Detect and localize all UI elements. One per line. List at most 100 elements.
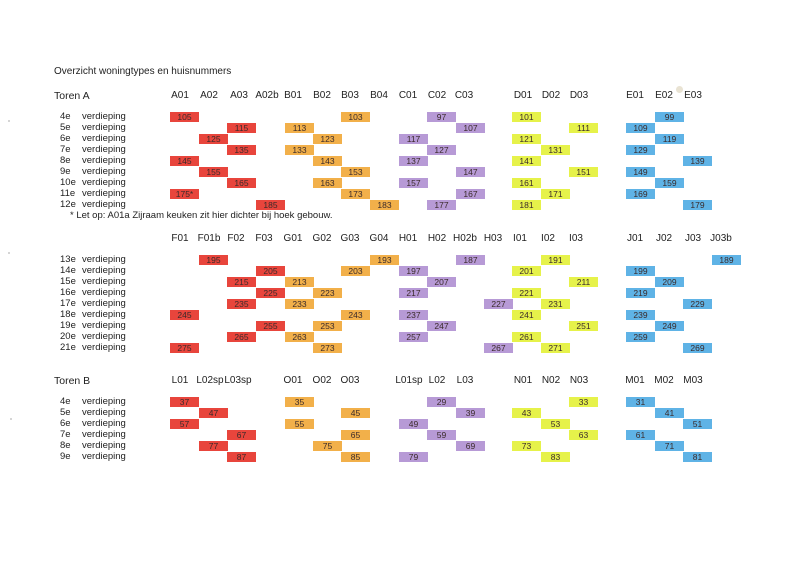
unit-number-cell: 33 [569,397,598,407]
unit-number-cell: 221 [512,288,541,298]
unit-number-cell: 103 [341,112,370,122]
floor-number: 14e [60,265,76,276]
unit-number-cell: 193 [370,255,399,265]
floor-label: 9e verdieping [60,451,126,462]
column-header-m02: M02 [654,375,674,386]
column-header-d03: D03 [569,90,589,101]
unit-number-cell: 165 [227,178,256,188]
unit-number-cell: 181 [512,200,541,210]
unit-number-cell: 227 [484,299,513,309]
unit-number-cell: 137 [399,156,428,166]
unit-number-cell: 69 [456,441,485,451]
column-header-l02sp: L02sp [196,375,224,386]
paper-mark [676,86,683,93]
unit-number-cell: 83 [541,452,570,462]
unit-number-cell: 81 [683,452,712,462]
floor-label: 13e verdieping [60,254,126,265]
unit-number-cell: 141 [512,156,541,166]
column-header-o03: O03 [340,375,360,386]
floor-label: 8e verdieping [60,155,126,166]
column-header-m01: M01 [625,375,645,386]
unit-number-cell: 49 [399,419,428,429]
unit-number-cell: 265 [227,332,256,342]
unit-number-cell: 97 [427,112,456,122]
unit-number-cell: 59 [427,430,456,440]
column-header-l01sp: L01sp [395,375,423,386]
unit-number-cell: 255 [256,321,285,331]
floor-label: 18e verdieping [60,309,126,320]
floor-word: verdieping [82,418,126,429]
unit-number-cell: 251 [569,321,598,331]
unit-number-cell: 267 [484,343,513,353]
floor-word: verdieping [82,133,126,144]
unit-number-cell: 211 [569,277,598,287]
unit-number-cell: 67 [227,430,256,440]
unit-number-cell: 167 [456,189,485,199]
column-header-f01: F01 [171,233,189,244]
unit-number-cell: 249 [655,321,684,331]
unit-number-cell: 107 [456,123,485,133]
unit-number-cell: 51 [683,419,712,429]
floor-number: 19e [60,320,76,331]
column-header-i03: I03 [569,233,583,244]
unit-number-cell: 157 [399,178,428,188]
unit-number-cell: 173 [341,189,370,199]
paper-speck [10,418,12,420]
floor-number: 9e [60,166,71,177]
column-header-e01: E01 [626,90,644,101]
unit-number-cell: 149 [626,167,655,177]
column-header-e02: E02 [655,90,673,101]
floor-word: verdieping [82,265,126,276]
floor-label: 5e verdieping [60,122,126,133]
column-header-f02: F02 [227,233,245,244]
floor-number: 8e [60,440,71,451]
unit-number-cell: 269 [683,343,712,353]
column-header-c02: C02 [427,90,447,101]
unit-number-cell: 177 [427,200,456,210]
unit-number-cell: 43 [512,408,541,418]
floor-number: 15e [60,276,76,287]
column-header-a03: A03 [230,90,248,101]
unit-number-cell: 45 [341,408,370,418]
column-header-h02b: H02b [453,233,477,244]
unit-number-cell: 127 [427,145,456,155]
unit-number-cell: 113 [285,123,314,133]
floor-label: 12e verdieping [60,199,126,210]
unit-number-cell: 53 [541,419,570,429]
column-header-l02: L02 [428,375,446,386]
floor-number: 4e [60,396,71,407]
unit-number-cell: 253 [313,321,342,331]
unit-number-cell: 215 [227,277,256,287]
floor-label: 7e verdieping [60,429,126,440]
floor-label: 14e verdieping [60,265,126,276]
column-header-b01: B01 [284,90,302,101]
unit-number-cell: 185 [256,200,285,210]
column-header-i01: I01 [513,233,527,244]
unit-number-cell: 135 [227,145,256,155]
unit-number-cell: 231 [541,299,570,309]
unit-number-cell: 163 [313,178,342,188]
unit-number-cell: 133 [285,145,314,155]
floor-word: verdieping [82,396,126,407]
unit-number-cell: 61 [626,430,655,440]
unit-number-cell: 203 [341,266,370,276]
unit-number-cell: 189 [712,255,741,265]
column-header-m03: M03 [683,375,703,386]
unit-number-cell: 41 [655,408,684,418]
unit-number-cell: 207 [427,277,456,287]
unit-number-cell: 145 [170,156,199,166]
floor-label: 21e verdieping [60,342,126,353]
column-header-g04: G04 [369,233,389,244]
column-header-j02: J02 [655,233,673,244]
unit-number-cell: 71 [655,441,684,451]
floor-word: verdieping [82,298,126,309]
floor-word: verdieping [82,331,126,342]
floor-word: verdieping [82,155,126,166]
unit-number-cell: 229 [683,299,712,309]
unit-number-cell: 179 [683,200,712,210]
column-header-f03: F03 [255,233,273,244]
floor-number: 11e [60,188,76,199]
floor-word: verdieping [82,342,126,353]
column-header-h01: H01 [398,233,418,244]
unit-number-cell: 169 [626,189,655,199]
